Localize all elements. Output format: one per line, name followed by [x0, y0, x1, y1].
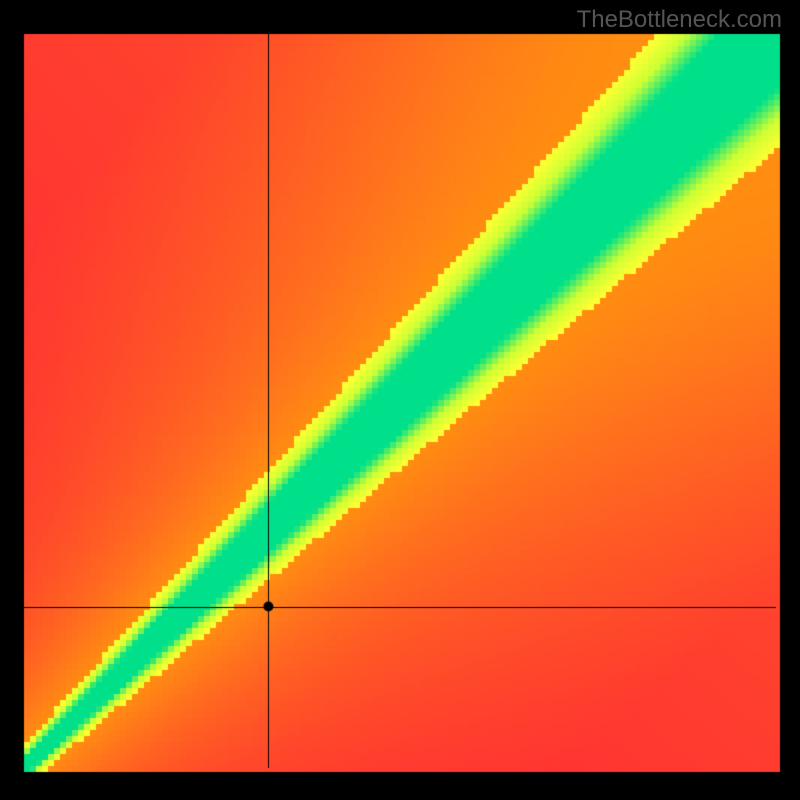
chart-container: TheBottleneck.com [0, 0, 800, 800]
heatmap-canvas [0, 0, 800, 800]
watermark-text: TheBottleneck.com [577, 6, 782, 34]
